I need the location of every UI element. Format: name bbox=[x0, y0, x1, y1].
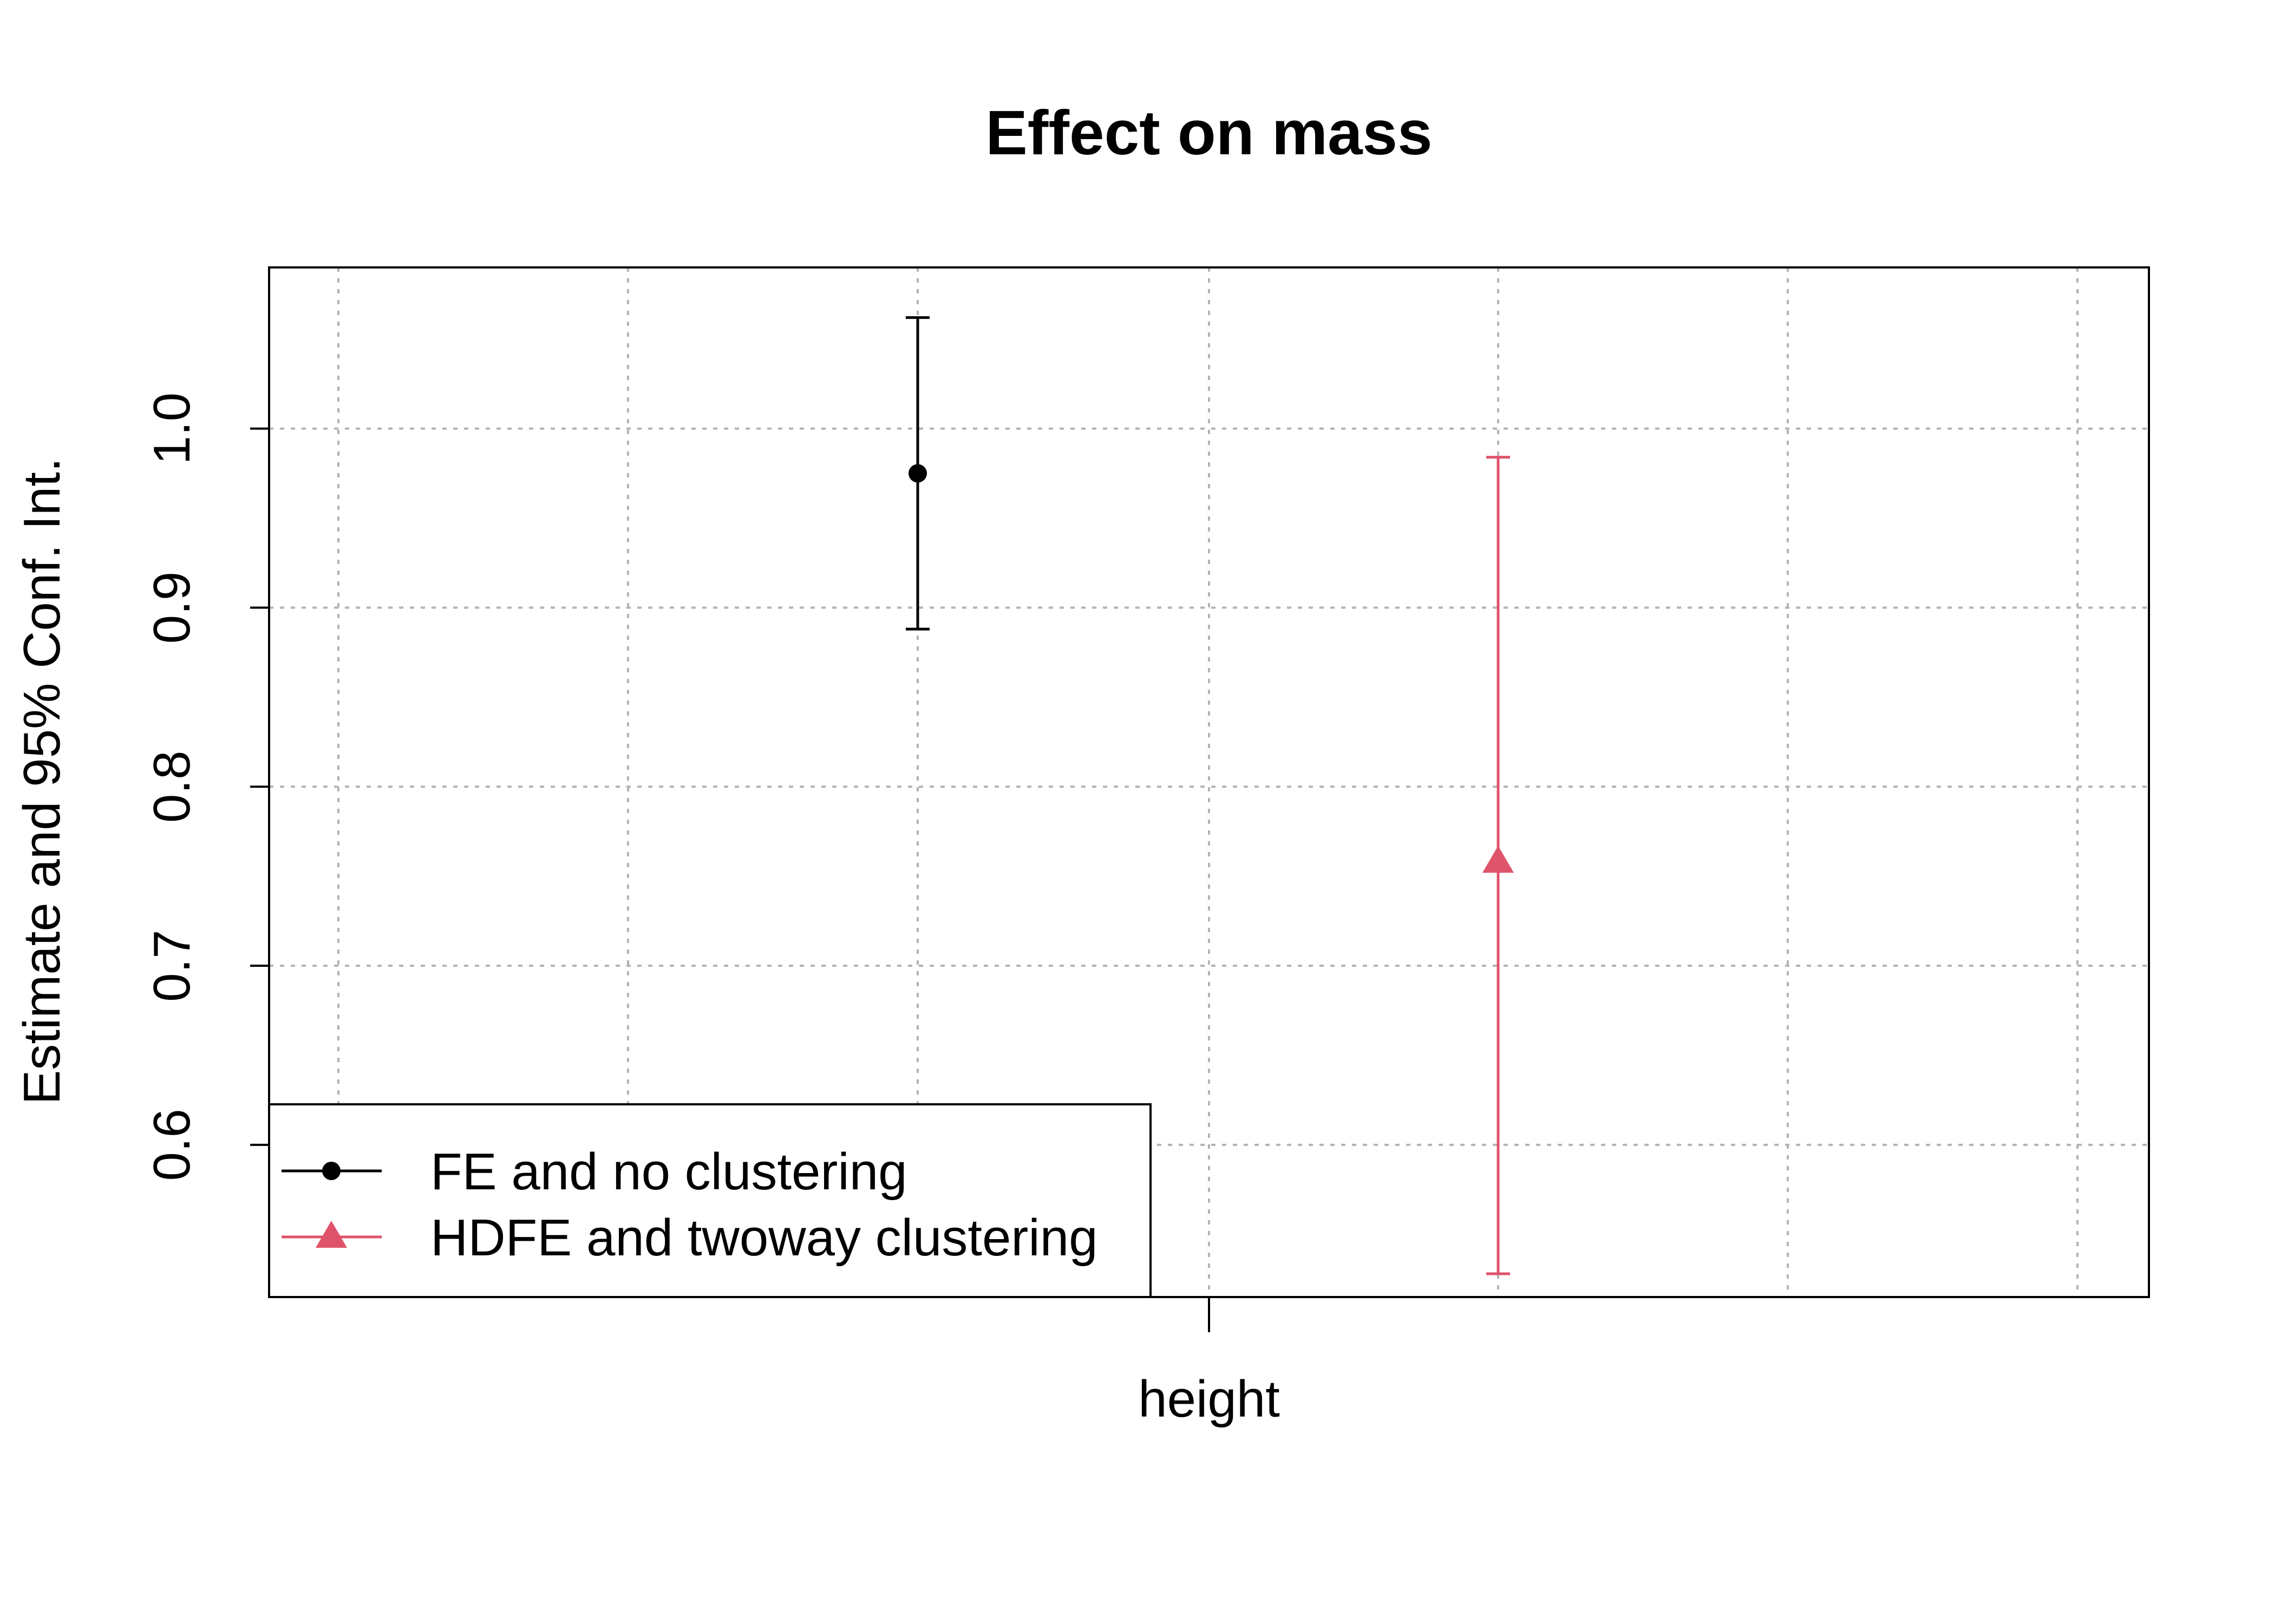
legend: FE and no clustering HDFE and twoway clus… bbox=[268, 1103, 1152, 1298]
y-tick-label-5: 1.0 bbox=[143, 392, 201, 464]
legend-marker-2 bbox=[316, 1221, 347, 1248]
legend-box bbox=[268, 1103, 1152, 1298]
legend-label-1: FE and no clustering bbox=[430, 1143, 907, 1201]
axes: 0.6 0.7 0.8 0.9 1.0 height bbox=[143, 392, 1280, 1428]
chart-title: Effect on mass bbox=[985, 97, 1432, 168]
legend-label-2: HDFE and twoway clustering bbox=[430, 1209, 1097, 1267]
y-tick-label-1: 0.6 bbox=[143, 1109, 201, 1181]
legend-marker-1 bbox=[322, 1162, 341, 1180]
y-axis-label: Estimate and 95% Conf. Int. bbox=[13, 457, 71, 1104]
x-tick-label-1: height bbox=[1138, 1370, 1280, 1428]
series-1 bbox=[906, 316, 930, 631]
data-layer bbox=[906, 316, 1514, 1275]
series-2 bbox=[1482, 456, 1514, 1275]
y-tick-label-3: 0.8 bbox=[143, 751, 201, 823]
estimate-point-1 bbox=[909, 464, 927, 483]
plot-frame bbox=[268, 266, 2150, 1298]
y-tick-label-4: 0.9 bbox=[143, 572, 201, 644]
y-tick-label-2: 0.7 bbox=[143, 929, 201, 1001]
legend-item-2: HDFE and twoway clustering bbox=[282, 1209, 1097, 1267]
legend-items: FE and no clustering HDFE and twoway clus… bbox=[282, 1143, 1097, 1267]
estimate-point-2 bbox=[1482, 846, 1514, 873]
legend-item-1: FE and no clustering bbox=[282, 1143, 907, 1201]
